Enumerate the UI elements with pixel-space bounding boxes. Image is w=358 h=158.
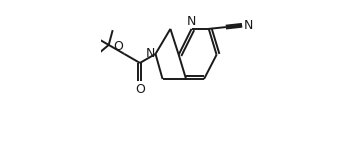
Text: O: O [135, 83, 145, 96]
Text: N: N [187, 15, 196, 28]
Text: O: O [113, 40, 123, 53]
Text: N: N [145, 47, 155, 61]
Text: N: N [244, 19, 253, 32]
